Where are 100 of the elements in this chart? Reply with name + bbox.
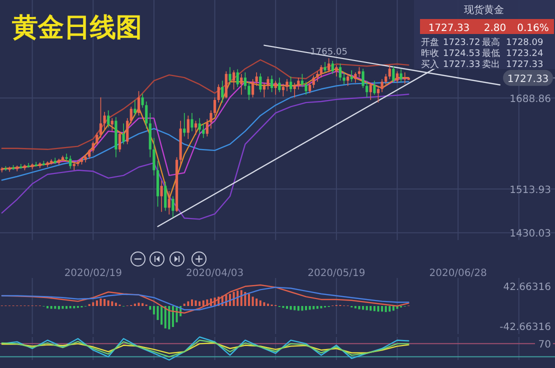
- candlestick: [255, 72, 258, 86]
- bar: [377, 306, 380, 312]
- annotation: 开盘: [421, 37, 439, 48]
- candlestick: [110, 118, 114, 132]
- candlestick: [88, 149, 91, 160]
- annotation: 0.16%: [517, 23, 549, 34]
- candlestick: [380, 78, 384, 93]
- candlestick: [354, 72, 357, 84]
- y-tick-label: 1513.93: [510, 185, 551, 196]
- candlestick: [312, 75, 315, 88]
- candlestick: [282, 83, 284, 97]
- y-tick-label: 42.66316: [503, 282, 551, 294]
- bar: [384, 306, 387, 312]
- candlestick: [198, 118, 201, 134]
- candlestick: [65, 153, 68, 162]
- candlestick: [96, 132, 98, 146]
- bar: [362, 306, 364, 310]
- bar: [373, 306, 376, 312]
- candlestick: [206, 118, 208, 137]
- bar: [263, 302, 266, 306]
- candlestick: [404, 72, 406, 84]
- candlestick: [134, 100, 136, 116]
- annotation: 1724.53: [443, 49, 480, 59]
- bar: [107, 300, 110, 306]
- candlestick: [290, 76, 292, 93]
- candlestick: [221, 80, 224, 103]
- annotation: 现货黄金: [464, 4, 504, 16]
- candlestick: [118, 130, 122, 152]
- candlestick: [210, 110, 212, 129]
- bar: [232, 292, 235, 306]
- candlestick: [190, 112, 194, 132]
- bar: [248, 294, 250, 306]
- candlestick: [342, 72, 346, 85]
- line-series: [1, 59, 410, 150]
- candlestick: [92, 141, 94, 153]
- candlestick: [293, 82, 296, 98]
- candlestick: [373, 80, 376, 96]
- bar: [160, 306, 163, 325]
- candlestick: [400, 68, 402, 82]
- bar: [92, 302, 94, 306]
- bar: [104, 299, 106, 306]
- bar: [252, 296, 254, 306]
- x-tick-label: 2020/04/03: [186, 268, 244, 279]
- annotation: 2.80: [484, 23, 506, 34]
- bar: [305, 306, 308, 310]
- candlestick: [107, 110, 110, 128]
- bar: [312, 306, 315, 310]
- candlestick: [194, 120, 198, 136]
- candlestick: [126, 118, 129, 145]
- bar: [297, 306, 300, 311]
- candlestick: [274, 80, 277, 96]
- candlestick: [232, 70, 236, 90]
- candlestick: [217, 84, 220, 103]
- candlestick: [366, 80, 368, 98]
- bar: [388, 306, 391, 312]
- candlestick: [308, 82, 312, 94]
- bar: [111, 301, 114, 306]
- candlestick: [164, 181, 167, 212]
- candlestick: [350, 70, 353, 82]
- bar: [381, 306, 384, 312]
- candlestick: [376, 86, 380, 103]
- annotation: 1728.09: [506, 38, 544, 48]
- candlestick: [130, 106, 132, 124]
- candlestick: [324, 62, 326, 73]
- annotation: 1727.33: [443, 60, 480, 70]
- candlestick: [202, 122, 205, 138]
- candlestick: [304, 81, 308, 96]
- bar: [50, 306, 52, 309]
- x-tick-label: 2020/05/19: [308, 268, 366, 279]
- x-tick-label: 2020/02/19: [64, 268, 122, 279]
- y-tick-label: -42.66316: [500, 322, 551, 333]
- candlestick: [297, 77, 300, 90]
- candlestick: [0, 166, 4, 173]
- bar: [149, 306, 152, 310]
- bar: [240, 290, 242, 306]
- bar: [100, 298, 102, 306]
- candlestick: [244, 72, 246, 90]
- candlestick: [262, 82, 266, 98]
- bar: [290, 306, 292, 310]
- bar: [358, 306, 360, 310]
- candlestick: [251, 78, 254, 98]
- candlestick: [396, 70, 399, 84]
- bar: [259, 300, 262, 306]
- annotation: 卖出: [482, 59, 500, 70]
- bar: [301, 306, 304, 311]
- candlestick: [54, 157, 56, 164]
- candlestick: [236, 68, 239, 88]
- bar: [96, 300, 98, 306]
- annotation: 1765.05: [310, 47, 348, 58]
- bar: [198, 301, 201, 306]
- candlestick: [186, 115, 190, 140]
- bar: [164, 306, 166, 328]
- candlestick: [99, 96, 102, 138]
- bar: [286, 306, 288, 309]
- candlestick: [384, 74, 388, 85]
- bar: [66, 306, 68, 309]
- bar: [187, 301, 190, 306]
- candlestick: [316, 70, 319, 82]
- candlestick: [69, 155, 72, 170]
- candlestick: [172, 196, 174, 218]
